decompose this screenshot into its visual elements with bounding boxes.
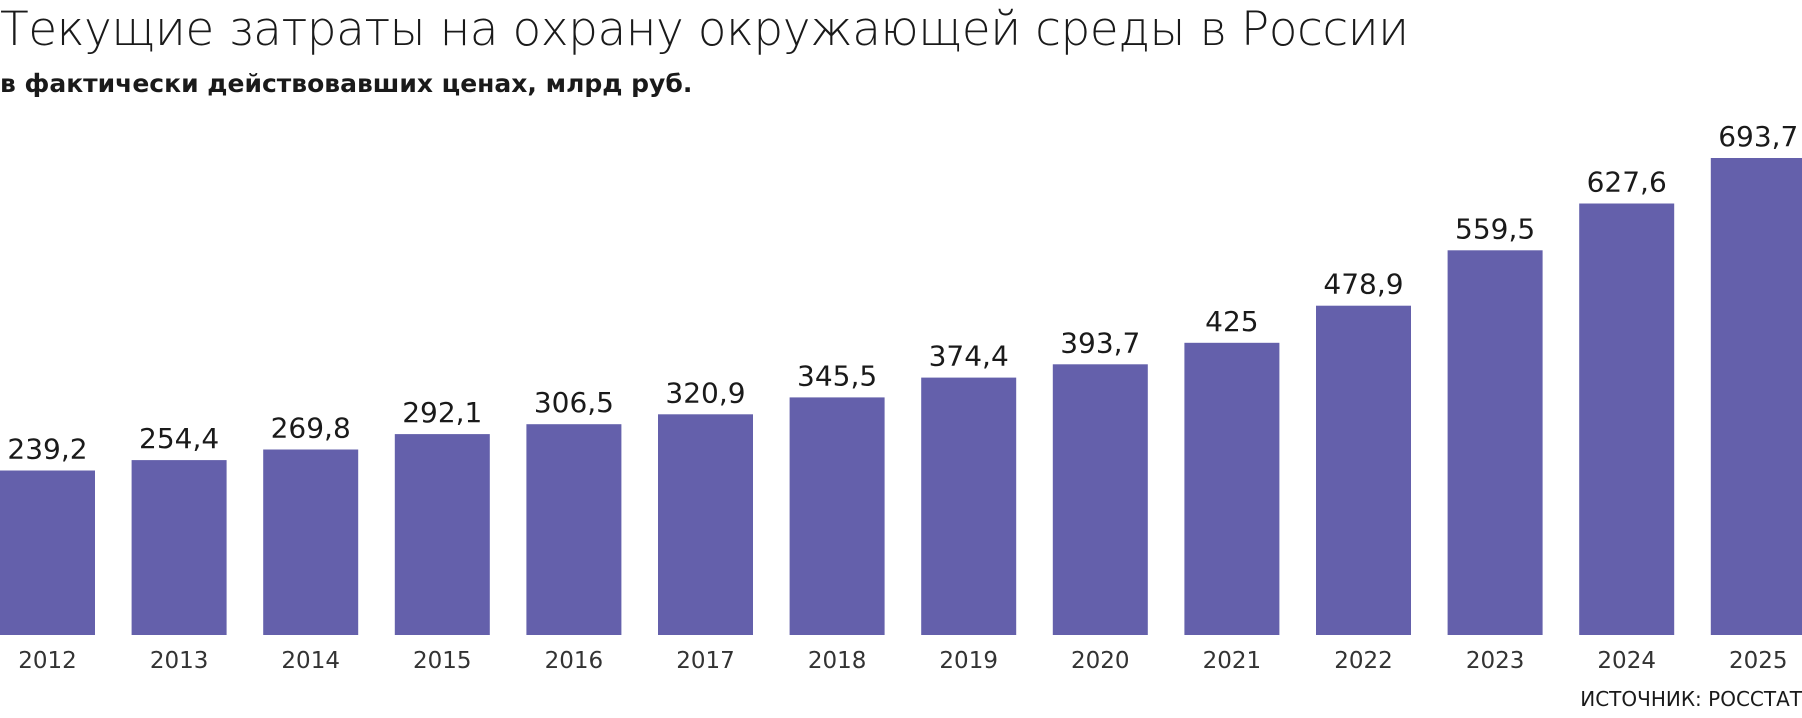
bar-2018 — [789, 397, 885, 635]
value-label-2018: 345,5 — [797, 359, 877, 392]
value-label-2020: 393,7 — [1060, 326, 1140, 359]
bar-2024 — [1579, 203, 1675, 635]
value-label-2023: 559,5 — [1455, 212, 1535, 245]
x-tick-label-2025: 2025 — [1729, 648, 1788, 674]
value-label-2017: 320,9 — [665, 376, 745, 409]
bar-2022 — [1316, 305, 1411, 635]
value-label-2021: 425 — [1205, 305, 1258, 338]
x-tick-label-2024: 2024 — [1597, 648, 1656, 674]
x-tick-label-2016: 2016 — [545, 648, 604, 674]
bar-2021 — [1184, 342, 1280, 635]
value-label-2019: 374,4 — [929, 340, 1009, 373]
x-tick-label-2022: 2022 — [1334, 648, 1393, 674]
x-tick-label-2015: 2015 — [413, 648, 472, 674]
value-labels-group: 239,2 254,4 269,8 292,1 306,5 320,9 345,5 374,4… — [7, 120, 1798, 466]
bar-2015 — [394, 434, 490, 635]
chart-title: Текущие затраты на охрану окружающей сре… — [0, 2, 1409, 57]
x-tick-labels-group: 2012 2013 2014 2015 2016 2017 2018 2019 2020 2021… — [18, 648, 1787, 674]
bars-group — [0, 158, 1802, 636]
x-tick-label-2019: 2019 — [939, 648, 998, 674]
x-tick-label-2023: 2023 — [1466, 648, 1525, 674]
value-label-2015: 292,1 — [402, 396, 482, 429]
value-label-2012: 239,2 — [7, 433, 87, 466]
value-label-2013: 254,4 — [139, 422, 219, 455]
x-tick-label-2013: 2013 — [150, 648, 209, 674]
chart-subtitle: в фактически действовавших ценах, млрд р… — [0, 69, 693, 98]
x-tick-label-2021: 2021 — [1203, 648, 1262, 674]
bar-2013 — [131, 460, 227, 635]
value-label-2022: 478,9 — [1323, 268, 1403, 301]
bar-2019 — [921, 377, 1017, 635]
x-tick-label-2020: 2020 — [1071, 648, 1130, 674]
value-label-2025: 693,7 — [1718, 120, 1798, 153]
x-tick-label-2014: 2014 — [281, 648, 340, 674]
source-note: ИСТОЧНИК: РОССТАТ — [1580, 687, 1802, 711]
value-label-2024: 627,6 — [1587, 166, 1667, 199]
x-tick-label-2012: 2012 — [18, 648, 77, 674]
bar-2025 — [1710, 158, 1802, 635]
bar-2014 — [263, 449, 359, 635]
value-label-2016: 306,5 — [534, 386, 614, 419]
bar-2017 — [658, 414, 753, 635]
bar-2016 — [526, 424, 622, 635]
x-tick-label-2018: 2018 — [808, 648, 867, 674]
x-tick-label-2017: 2017 — [676, 648, 735, 674]
bar-2020 — [1052, 364, 1148, 635]
value-label-2014: 269,8 — [271, 412, 351, 445]
bar-2012 — [0, 470, 95, 635]
bar-2023 — [1447, 250, 1543, 636]
